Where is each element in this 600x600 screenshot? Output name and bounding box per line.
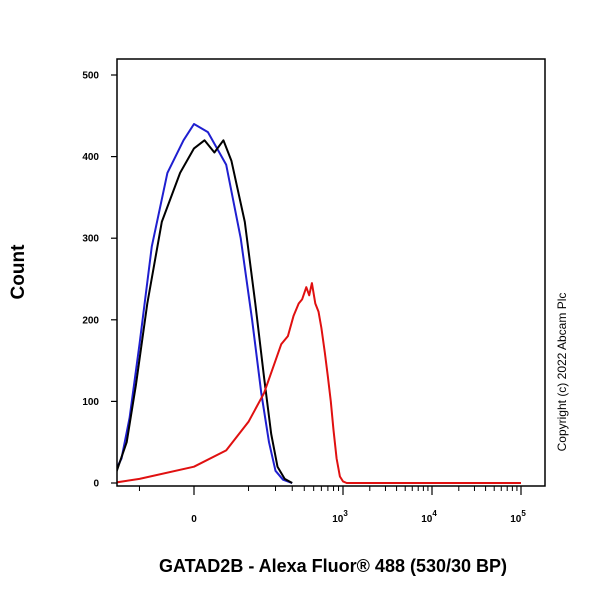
histogram-series-3 bbox=[117, 282, 521, 484]
histogram-series-2 bbox=[117, 139, 293, 484]
y-tick-label: 300 bbox=[82, 234, 99, 245]
x-tick-label: 104 bbox=[421, 509, 437, 525]
x-tick-label: 103 bbox=[332, 509, 348, 525]
plot-frame bbox=[116, 58, 546, 487]
copyright-watermark: Copyright (c) 2022 Abcam Plc bbox=[555, 293, 569, 452]
x-axis-ticks: 0 103 104 105 bbox=[138, 486, 526, 525]
y-tick-label: 100 bbox=[82, 397, 99, 408]
y-tick-label: 0 bbox=[93, 479, 99, 490]
y-tick-label: 400 bbox=[82, 152, 99, 163]
y-axis-ticks: 0 100 200 300 400 500 bbox=[82, 71, 117, 490]
y-tick-label: 200 bbox=[82, 315, 99, 326]
x-tick-label: 105 bbox=[510, 509, 526, 525]
plot-content bbox=[117, 123, 521, 484]
x-axis-title: GATAD2B - Alexa Fluor® 488 (530/30 BP) bbox=[159, 556, 507, 576]
x-tick-label: 0 bbox=[191, 514, 197, 525]
y-axis-title: Count bbox=[8, 244, 29, 300]
histogram-series-1 bbox=[117, 123, 293, 484]
y-tick-label: 500 bbox=[82, 71, 99, 82]
